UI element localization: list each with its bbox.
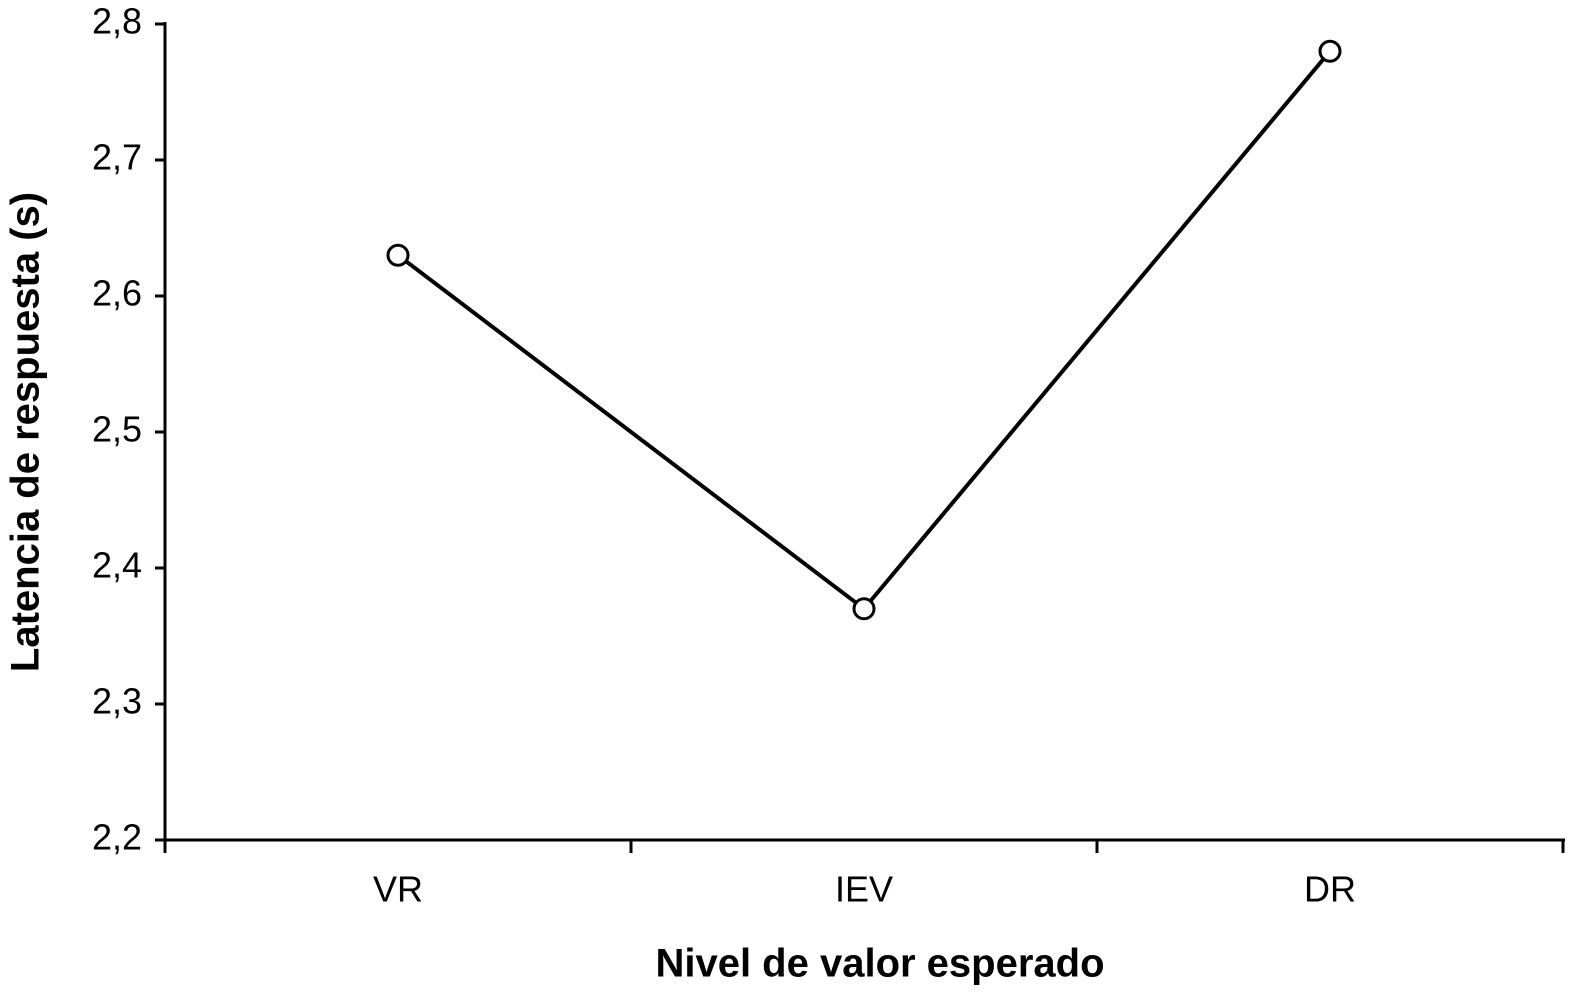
- data-point: [852, 597, 876, 621]
- x-tick-label: DR: [1304, 869, 1356, 910]
- data-point: [1318, 39, 1342, 63]
- y-tick-label: 2,3: [92, 681, 142, 722]
- x-tick-label: VR: [373, 869, 423, 910]
- data-line: [396, 49, 1332, 612]
- y-tick-label: 2,7: [92, 137, 142, 178]
- y-axis-title: Latencia de respuesta (s): [4, 192, 48, 672]
- x-axis-title: Nivel de valor esperado: [655, 942, 1104, 986]
- y-tick-label: 2,5: [92, 409, 142, 450]
- data-point: [386, 243, 410, 267]
- y-tick-label: 2,2: [92, 817, 142, 858]
- y-tick-label: 2,6: [92, 273, 142, 314]
- y-tick-label: 2,8: [92, 1, 142, 42]
- x-tick-label: IEV: [835, 869, 893, 910]
- y-tick-label: 2,4: [92, 545, 142, 586]
